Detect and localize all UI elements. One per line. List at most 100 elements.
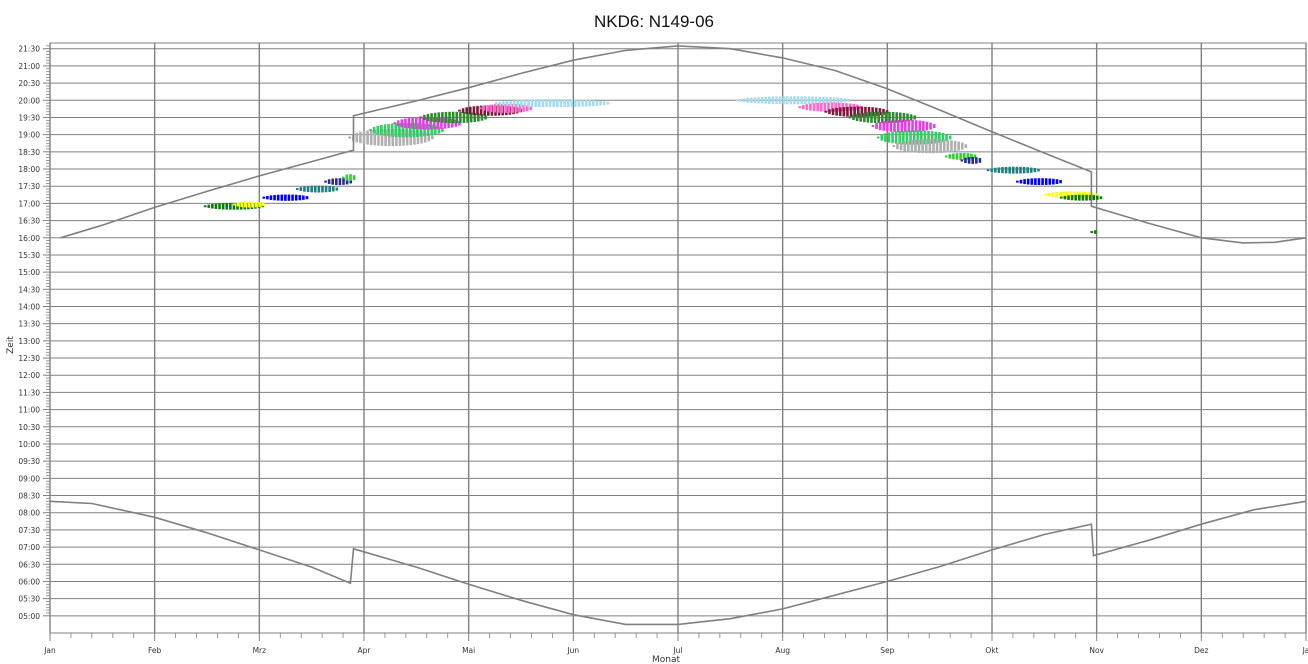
shadow-cluster-stroke bbox=[870, 112, 873, 123]
shadow-cluster-stroke bbox=[952, 153, 955, 160]
shadow-cluster-stroke bbox=[440, 117, 443, 129]
shadow-cluster-stroke bbox=[380, 124, 383, 136]
shadow-cluster-stroke bbox=[480, 114, 484, 121]
shadow-cluster-stroke bbox=[863, 112, 866, 123]
shadow-cluster-stroke bbox=[207, 204, 211, 208]
x-tick-label: Apr bbox=[358, 646, 372, 655]
shadow-cluster-stroke bbox=[436, 117, 440, 130]
y-tick-label: 16:30 bbox=[18, 217, 40, 226]
shadow-cluster-stroke bbox=[907, 119, 911, 133]
shadow-cluster-stroke bbox=[398, 123, 401, 138]
shadow-cluster-stroke bbox=[416, 123, 419, 137]
shadow-cluster-stroke bbox=[423, 123, 426, 137]
shadow-cluster-stroke bbox=[398, 129, 402, 146]
shadow-cluster-stroke bbox=[400, 119, 404, 128]
y-tick-label: 11:30 bbox=[18, 388, 40, 397]
shadow-cluster-stroke bbox=[1052, 178, 1055, 185]
shadow-cluster-stroke bbox=[1059, 179, 1062, 184]
shadow-cluster-stroke bbox=[345, 174, 349, 181]
shadow-cluster-stroke bbox=[975, 157, 978, 164]
shadow-cluster-stroke bbox=[828, 109, 831, 115]
shadow-cluster-stroke bbox=[1026, 178, 1030, 185]
y-tick-label: 10:30 bbox=[18, 423, 40, 432]
y-tick-label: 09:00 bbox=[18, 474, 40, 483]
shadow-cluster bbox=[295, 185, 339, 193]
shadow-cluster bbox=[324, 178, 353, 186]
y-tick-label: 08:30 bbox=[18, 492, 40, 501]
shadow-cluster-stroke bbox=[273, 194, 276, 201]
shadow-cluster-stroke bbox=[391, 128, 395, 147]
y-tick-label: 05:00 bbox=[18, 612, 40, 621]
shadow-cluster-stroke bbox=[753, 97, 757, 104]
shadow-cluster-stroke bbox=[964, 144, 968, 148]
shadow-cluster-stroke bbox=[229, 202, 232, 210]
shadow-cluster-stroke bbox=[925, 121, 929, 131]
shadow-cluster-stroke bbox=[1069, 191, 1073, 199]
shadow-cluster-stroke bbox=[359, 131, 362, 144]
shadow-cluster-stroke bbox=[859, 113, 863, 122]
series-layer bbox=[49, 45, 1307, 626]
shadow-cluster-stroke bbox=[796, 96, 800, 105]
shadow-cluster-stroke bbox=[376, 125, 380, 135]
shadow-cluster-stroke bbox=[930, 131, 934, 144]
shadow-cluster-stroke bbox=[1044, 193, 1047, 196]
shadow-cluster-stroke bbox=[1029, 167, 1033, 173]
shadow-cluster-stroke bbox=[825, 96, 829, 104]
shadow-cluster-stroke bbox=[295, 188, 299, 191]
shadow-cluster-stroke bbox=[1074, 194, 1078, 201]
shadow-cluster-stroke bbox=[948, 154, 952, 159]
shadow-cluster-stroke bbox=[860, 106, 864, 117]
x-tick-label: Aug bbox=[775, 646, 790, 655]
shadow-cluster-stroke bbox=[1096, 195, 1099, 200]
shadow-cluster-stroke bbox=[798, 106, 801, 109]
x-tick-label: Okt bbox=[985, 646, 998, 655]
shadow-cluster-stroke bbox=[458, 109, 461, 112]
shadow-cluster-stroke bbox=[602, 101, 606, 106]
shadow-cluster-stroke bbox=[873, 111, 877, 124]
shadow-cluster-stroke bbox=[243, 201, 247, 208]
shadow-cluster-stroke bbox=[247, 201, 251, 208]
shadow-cluster-stroke bbox=[418, 117, 422, 130]
x-tick-label: Mai bbox=[462, 646, 475, 655]
shadow-cluster-stroke bbox=[412, 123, 416, 138]
y-tick-label: 10:00 bbox=[18, 440, 40, 449]
shadow-cluster-stroke bbox=[1078, 194, 1081, 201]
shadow-cluster-stroke bbox=[955, 153, 959, 160]
shadow-cluster-stroke bbox=[552, 99, 556, 108]
shadow-cluster-stroke bbox=[342, 176, 345, 179]
shadow-cluster-stroke bbox=[906, 113, 909, 122]
shadow-cluster-stroke bbox=[887, 132, 891, 143]
shadow-cluster-stroke bbox=[423, 132, 427, 143]
shadow-cluster-stroke bbox=[433, 112, 437, 123]
shadow-cluster-stroke bbox=[420, 131, 423, 144]
shadow-cluster-stroke bbox=[997, 167, 1001, 173]
shadow-cluster-stroke bbox=[835, 107, 838, 116]
y-tick-label: 20:30 bbox=[18, 79, 40, 88]
shadow-cluster-stroke bbox=[932, 124, 936, 129]
shadow-cluster-stroke bbox=[530, 99, 534, 107]
shadow-cluster-stroke bbox=[331, 186, 335, 192]
shadow-cluster-stroke bbox=[473, 112, 477, 122]
shadow-cluster-stroke bbox=[921, 139, 924, 154]
shadow-cluster-stroke bbox=[959, 152, 962, 160]
shadow-cluster bbox=[892, 138, 968, 154]
shadow-cluster-stroke bbox=[507, 103, 511, 113]
shadow-cluster-stroke bbox=[910, 139, 914, 153]
shadow-cluster-stroke bbox=[313, 185, 317, 193]
shadow-cluster-stroke bbox=[1041, 178, 1044, 186]
shadow-cluster-stroke bbox=[1055, 179, 1059, 185]
shadow-cluster-stroke bbox=[1016, 180, 1019, 183]
shadow-cluster-stroke bbox=[960, 142, 964, 150]
shadow-cluster-stroke bbox=[767, 96, 771, 104]
shadow-cluster-stroke bbox=[934, 131, 938, 144]
y-tick-label: 18:00 bbox=[18, 165, 40, 174]
shadow-cluster-stroke bbox=[349, 179, 353, 184]
shadow-cluster-stroke bbox=[895, 112, 899, 123]
shadow-cluster bbox=[871, 119, 936, 133]
shadow-cluster-stroke bbox=[885, 110, 889, 114]
shadow-cluster-stroke bbox=[588, 100, 592, 107]
shadow-cluster-stroke bbox=[816, 103, 819, 112]
shadow-cluster-stroke bbox=[577, 99, 581, 107]
